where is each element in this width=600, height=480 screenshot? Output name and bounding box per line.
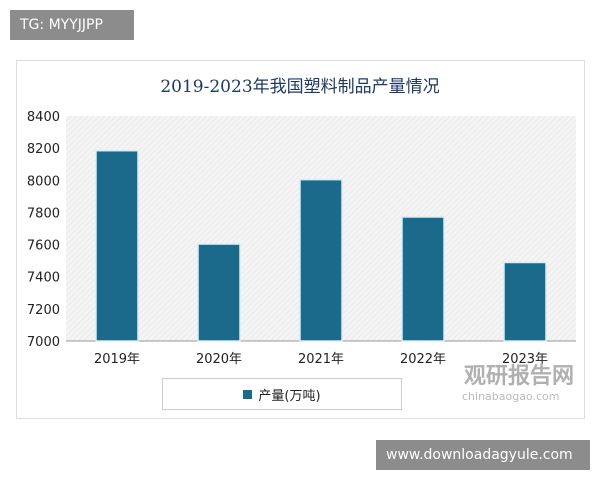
bar <box>503 261 547 342</box>
x-tick-label: 2019年 <box>94 352 140 367</box>
legend-label: 产量(万吨) <box>258 388 321 404</box>
chart-frame <box>16 60 585 419</box>
y-tick-label: 7800 <box>27 206 60 221</box>
tg-label: TG: MYYJJPP <box>10 10 134 40</box>
chart-title: 2019-2023年我国塑料制品产量情况 <box>160 77 440 97</box>
site-label: www.downloadagyule.com <box>376 440 590 470</box>
watermark: 观研报告网 chinabaogao.com <box>422 358 574 403</box>
x-tick-label: 2020年 <box>196 352 242 367</box>
y-tick-label: 7000 <box>27 335 60 350</box>
y-tick-label: 7600 <box>27 239 60 254</box>
y-tick-label: 8000 <box>27 174 60 189</box>
watermark-en: chinabaogao.com <box>462 390 560 403</box>
x-tick-label: 2023年 <box>502 352 548 367</box>
bar <box>299 178 343 342</box>
bar <box>401 216 445 342</box>
y-tick-label: 7400 <box>27 271 60 286</box>
x-tick-label: 2021年 <box>298 352 344 367</box>
watermark-cn: 观研报告网 <box>464 364 575 389</box>
y-tick-label: 7200 <box>27 303 60 318</box>
y-tick-label: 8200 <box>27 142 60 157</box>
bar <box>197 243 241 342</box>
y-tick-label: 8400 <box>27 110 60 125</box>
bar <box>95 149 139 342</box>
x-tick-label: 2022年 <box>400 352 446 367</box>
legend-swatch <box>243 389 253 399</box>
legend: 产量(万吨) <box>162 378 402 410</box>
